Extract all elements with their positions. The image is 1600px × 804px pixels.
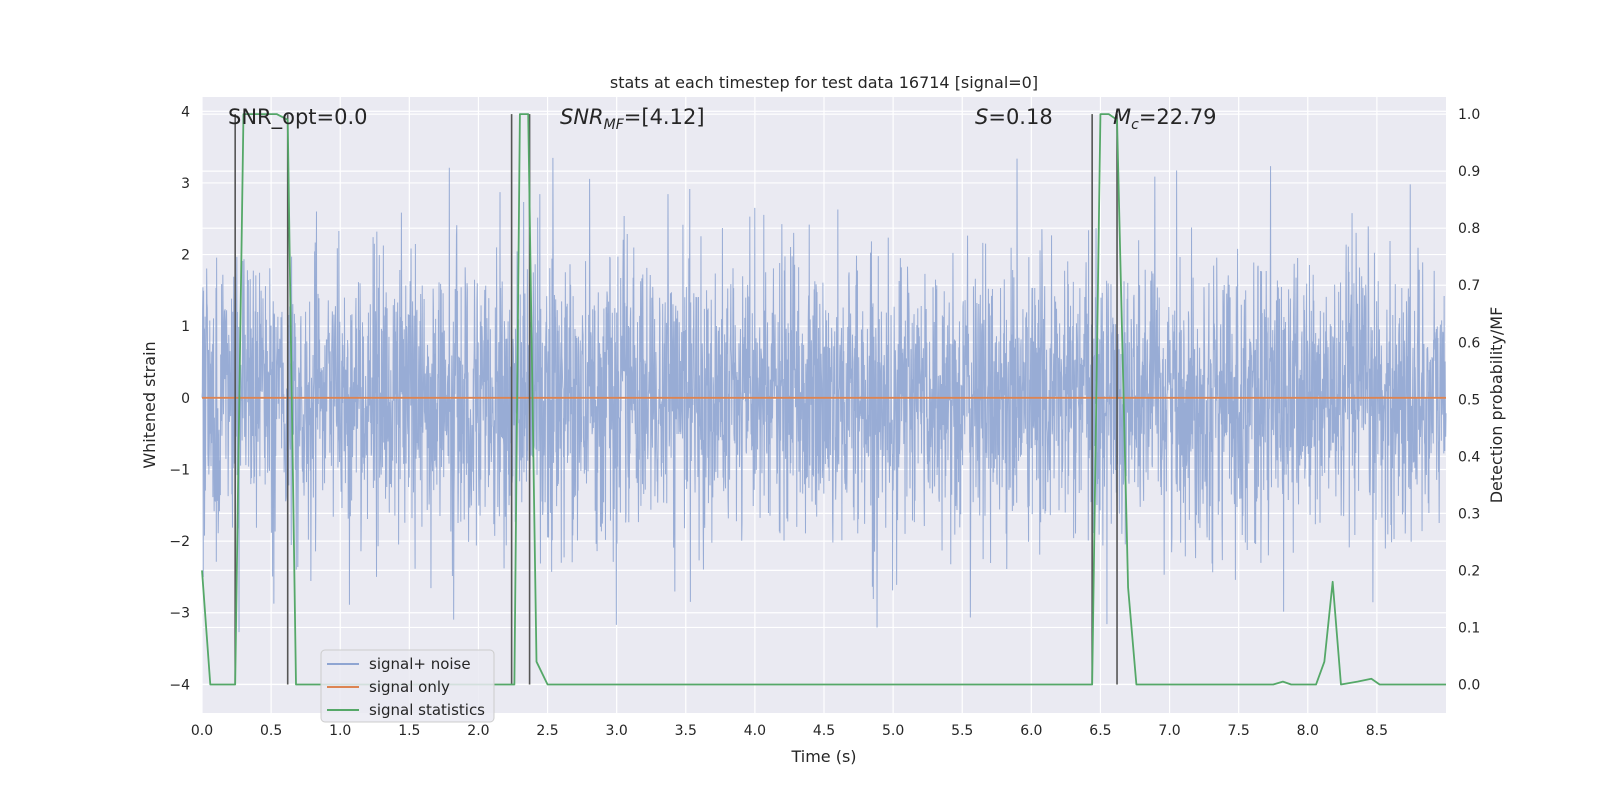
signal-statistics-line xyxy=(201,113,1446,686)
legend-label-signal-only: signal only xyxy=(369,678,450,696)
annotation-snr-opt: SNR_opt=0.0 xyxy=(228,105,368,130)
y-right-tick-label: 0.3 xyxy=(1458,506,1480,522)
x-tick-label: 0.0 xyxy=(191,723,213,739)
annotation-snr-mf-sub: MF xyxy=(604,117,625,133)
y-right-tick-label: 0.8 xyxy=(1458,221,1480,237)
x-tick-label: 2.5 xyxy=(536,723,558,739)
y-right-tick-label: 0.1 xyxy=(1458,620,1480,636)
annotation-s: S=0.18 xyxy=(975,105,1053,129)
tick-labels: 0.0 0.5 1.0 1.5 2.0 2.5 3.0 3.5 4.0 4.5 5.0 5.5 6.0 6… xyxy=(169,104,1480,739)
y-tick-label: 2 xyxy=(181,248,190,264)
marker-lines xyxy=(234,114,1118,685)
y-tick-label: 0 xyxy=(181,391,190,407)
y-tick-label: 4 xyxy=(181,104,190,120)
annotation-snr-mf: SNRMF=[4.12] xyxy=(560,105,705,133)
y-right-tick-label: 0.7 xyxy=(1458,278,1480,294)
x-tick-label: 0.5 xyxy=(260,723,282,739)
annotation-snr-mf-value: =[4.12] xyxy=(624,105,705,129)
y-tick-label: −4 xyxy=(169,677,190,693)
annotation-mc-symbol: M xyxy=(1113,105,1131,129)
annotation-mc: Mc=22.79 xyxy=(1113,105,1217,133)
x-tick-label: 7.5 xyxy=(1228,723,1250,739)
x-tick-label: 8.5 xyxy=(1366,723,1388,739)
y-tick-label: 1 xyxy=(181,319,190,335)
y-tick-label: −2 xyxy=(169,534,190,550)
chart-title: stats at each timestep for test data 167… xyxy=(610,73,1038,92)
y-right-tick-label: 0.2 xyxy=(1458,563,1480,579)
y-tick-label: −3 xyxy=(169,606,190,622)
y-tick-label: 3 xyxy=(181,176,190,192)
annotation-mc-value: =22.79 xyxy=(1139,105,1217,129)
y-right-tick-label: 1.0 xyxy=(1458,107,1480,123)
annotation-snr-mf-base: SNR xyxy=(560,105,604,129)
x-tick-label: 8.0 xyxy=(1297,723,1319,739)
y-tick-label: −1 xyxy=(169,462,190,478)
x-tick-label: 3.0 xyxy=(606,723,628,739)
x-tick-label: 1.5 xyxy=(398,723,420,739)
y-right-tick-label: 0.6 xyxy=(1458,335,1480,351)
x-tick-label: 4.0 xyxy=(744,723,766,739)
x-tick-label: 1.0 xyxy=(329,723,351,739)
y-right-tick-label: 0.4 xyxy=(1458,449,1480,465)
annotation-mc-sub: c xyxy=(1131,117,1139,133)
signal-noise-series xyxy=(201,157,1447,633)
annotations: SNR_opt=0.0 SNRMF=[4.12] S=0.18 Mc=22.79 xyxy=(228,105,1217,133)
signal-statistics-series xyxy=(201,113,1446,686)
legend-label-signal-noise: signal+ noise xyxy=(369,655,471,673)
legend-label-signal-statistics: signal statistics xyxy=(369,701,485,719)
x-tick-label: 2.0 xyxy=(467,723,489,739)
y-right-tick-label: 0.9 xyxy=(1458,164,1480,180)
legend: signal+ noise signal only signal statist… xyxy=(320,649,495,723)
x-tick-label: 7.0 xyxy=(1158,723,1180,739)
x-tick-label: 4.5 xyxy=(813,723,835,739)
x-axis-label: Time (s) xyxy=(790,747,856,766)
y-axis-label: Whitened strain xyxy=(140,341,159,468)
x-tick-label: 6.0 xyxy=(1020,723,1042,739)
legend-box xyxy=(320,649,495,723)
x-tick-label: 5.5 xyxy=(951,723,973,739)
y-right-tick-label: 0.5 xyxy=(1458,392,1480,408)
y-right-tick-label: 0.0 xyxy=(1458,677,1480,693)
y-axis-right-label: Detection probability/MF xyxy=(1487,307,1506,504)
annotation-s-value: =0.18 xyxy=(988,105,1052,129)
annotation-s-symbol: S xyxy=(975,105,988,129)
x-tick-label: 3.5 xyxy=(675,723,697,739)
x-tick-label: 6.5 xyxy=(1089,723,1111,739)
signal-noise-line xyxy=(201,157,1447,633)
x-tick-label: 5.0 xyxy=(882,723,904,739)
